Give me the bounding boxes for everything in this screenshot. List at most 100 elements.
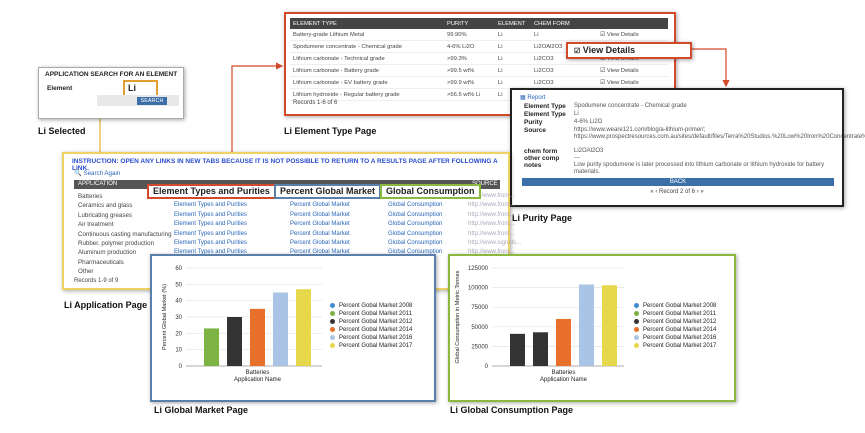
legend-label: Percent Gobal Market 2008 <box>643 303 717 309</box>
element-types-link[interactable]: Element Types and Purities <box>174 240 247 246</box>
legend-item: Percent Gobal Market 2016 <box>634 334 716 342</box>
global-consumption-link[interactable]: Global Consumption <box>388 240 443 246</box>
element-cell: Li <box>495 29 531 41</box>
purity-report-page: ▦ Report Element Type Spodumene concentra… <box>510 88 865 207</box>
element-type-cell: Battery-grade Lithium Metal <box>290 29 444 41</box>
element-types-link[interactable]: Element Types and Purities <box>174 249 247 256</box>
legend-dot <box>330 318 335 324</box>
element-type-row: Lithium carbonate - EV battery grade >99.… <box>290 76 668 89</box>
element-cell: Li <box>495 40 531 53</box>
legend-item: Percent Gobal Market 2008 <box>330 302 412 310</box>
legend-dot <box>330 326 335 332</box>
col-element-type: ELEMENT TYPE <box>290 18 444 29</box>
field-value: Low purity spodumene is later processed … <box>574 162 825 175</box>
purity-cell: 4-6% Li2O <box>444 40 495 53</box>
report-tab[interactable]: ▦ Report <box>520 94 545 101</box>
y-tick-label: 100000 <box>468 286 489 292</box>
percent-global-market-link[interactable]: Percent Global Market <box>290 202 350 209</box>
chem-form-cell: Li2CO3 <box>531 76 597 89</box>
chem-form-cell: Li2CO3 <box>531 64 597 77</box>
application-name: Batteries <box>78 193 103 200</box>
view-details-label: View Details <box>606 31 639 38</box>
purity-cell: 99.90% <box>444 29 495 41</box>
view-details-link[interactable]: ☑ View Details <box>597 76 668 89</box>
purity-cell: >99.3% <box>444 52 495 65</box>
source-link[interactable]: http://www.front... <box>468 202 515 209</box>
legend-label: Percent Gobal Market 2014 <box>339 327 413 333</box>
field-value: --- <box>574 155 580 161</box>
percent-global-market-link[interactable]: Percent Global Market <box>290 221 350 228</box>
legend-label: Percent Gobal Market 2017 <box>643 343 717 349</box>
y-axis-label: Global Consumption in Metric Tonnes <box>455 270 461 363</box>
source-link[interactable]: http://www.signals... <box>468 240 522 246</box>
percent-global-market-link[interactable]: Percent Global Market <box>290 249 350 256</box>
bar <box>579 284 594 366</box>
field-value: https://www.weare121.com/blog/a-lithium-… <box>574 127 865 140</box>
element-types-link[interactable]: Element Types and Purities <box>174 230 247 237</box>
field-key: Purity <box>524 119 543 126</box>
application-name: Rubber, polymer production <box>78 240 155 247</box>
global-consumption-link[interactable]: Global Consumption <box>388 230 443 237</box>
application-name: Air treatment <box>78 221 114 229</box>
field-key: Element Type <box>524 111 566 118</box>
record-pagination[interactable]: « ‹ Record 2 of 6 › » <box>650 189 704 195</box>
source-link[interactable]: http://www.front... <box>468 221 515 228</box>
percent-global-market-link[interactable]: Percent Global Market <box>290 240 350 246</box>
view-details-callout: ☑ View Details <box>566 42 692 59</box>
source-link[interactable]: http://www.front... <box>468 230 515 237</box>
x-axis-label: Application Name <box>540 377 588 383</box>
global-consumption-link[interactable]: Global Consumption <box>388 211 443 218</box>
legend-label: Percent Gobal Market 2012 <box>339 319 413 325</box>
element-type-record-count: Records 1-6 of 6 <box>293 100 338 106</box>
tag-percent-global-market[interactable]: Percent Global Market <box>274 184 382 199</box>
search-again-link[interactable]: 🔍 Search Again <box>74 169 120 177</box>
element-types-link[interactable]: Element Types and Purities <box>174 211 247 218</box>
source-link[interactable]: http://www.front... <box>468 249 515 256</box>
purity-cell: >56.5 wt% Li <box>444 88 495 101</box>
field-key: other comp <box>524 155 560 162</box>
field-key: Element Type <box>524 103 566 110</box>
legend-label: Percent Gobal Market 2014 <box>643 327 717 333</box>
legend-dot <box>634 302 639 308</box>
legend-dot <box>634 334 639 340</box>
bar <box>250 308 265 366</box>
source-link[interactable]: http://www.front... <box>468 211 515 218</box>
tag-element-types-and-purities[interactable]: Element Types and Purities <box>147 184 276 199</box>
percent-global-market-link[interactable]: Percent Global Market <box>290 211 350 218</box>
bar <box>533 332 548 366</box>
legend-dot <box>330 302 335 308</box>
search-icon: 🔍 <box>74 170 82 177</box>
search-button[interactable]: SEARCH <box>137 97 167 105</box>
element-type-cell: Lithium carbonate - EV battery grade <box>290 76 444 89</box>
tag-global-consumption[interactable]: Global Consumption <box>380 184 481 199</box>
caption-li-purity-page: Li Purity Page <box>512 213 573 223</box>
application-name: Aluminum production <box>78 249 137 257</box>
element-types-link[interactable]: Element Types and Purities <box>174 202 247 209</box>
element-label: Element <box>47 85 73 92</box>
y-tick-label: 60 <box>175 266 182 272</box>
y-tick-label: 20 <box>175 331 182 337</box>
caption-li-element-type-page: Li Element Type Page <box>284 126 377 136</box>
view-details-label: View Details <box>606 67 639 74</box>
legend-item: Percent Gobal Market 2016 <box>330 334 412 342</box>
global-consumption-chart: 0 25000 50000 75000 100000 125000 BatteriesApp… <box>455 266 624 383</box>
source-link[interactable]: http://www.front... <box>468 193 515 199</box>
view-details-link[interactable]: ☑ View Details <box>597 64 668 77</box>
percent-global-market-link[interactable]: Percent Global Market <box>290 230 350 237</box>
element-types-link[interactable]: Element Types and Purities <box>174 221 247 228</box>
global-consumption-link[interactable]: Global Consumption <box>388 221 443 228</box>
view-details-link[interactable]: ☑ View Details <box>597 29 668 41</box>
application-name: Continuous casting manufacturing <box>78 230 172 238</box>
legend-dot <box>330 310 335 316</box>
application-record-count: Records 1-9 of 9 <box>74 278 119 284</box>
view-details-callout-label[interactable]: View Details <box>582 45 636 55</box>
y-tick-label: 40 <box>175 299 182 305</box>
report-icon: ▦ <box>520 95 526 101</box>
element-type-cell: Lithium hydroxide - Regular battery grad… <box>290 88 444 101</box>
global-consumption-link[interactable]: Global Consumption <box>388 249 443 256</box>
y-axis-label: Percent Global Market (%) <box>162 284 168 350</box>
global-consumption-link[interactable]: Global Consumption <box>388 202 443 209</box>
chem-form-cell: Li <box>531 29 597 41</box>
legend-dot <box>634 310 639 316</box>
back-button[interactable]: BACK <box>522 178 834 186</box>
